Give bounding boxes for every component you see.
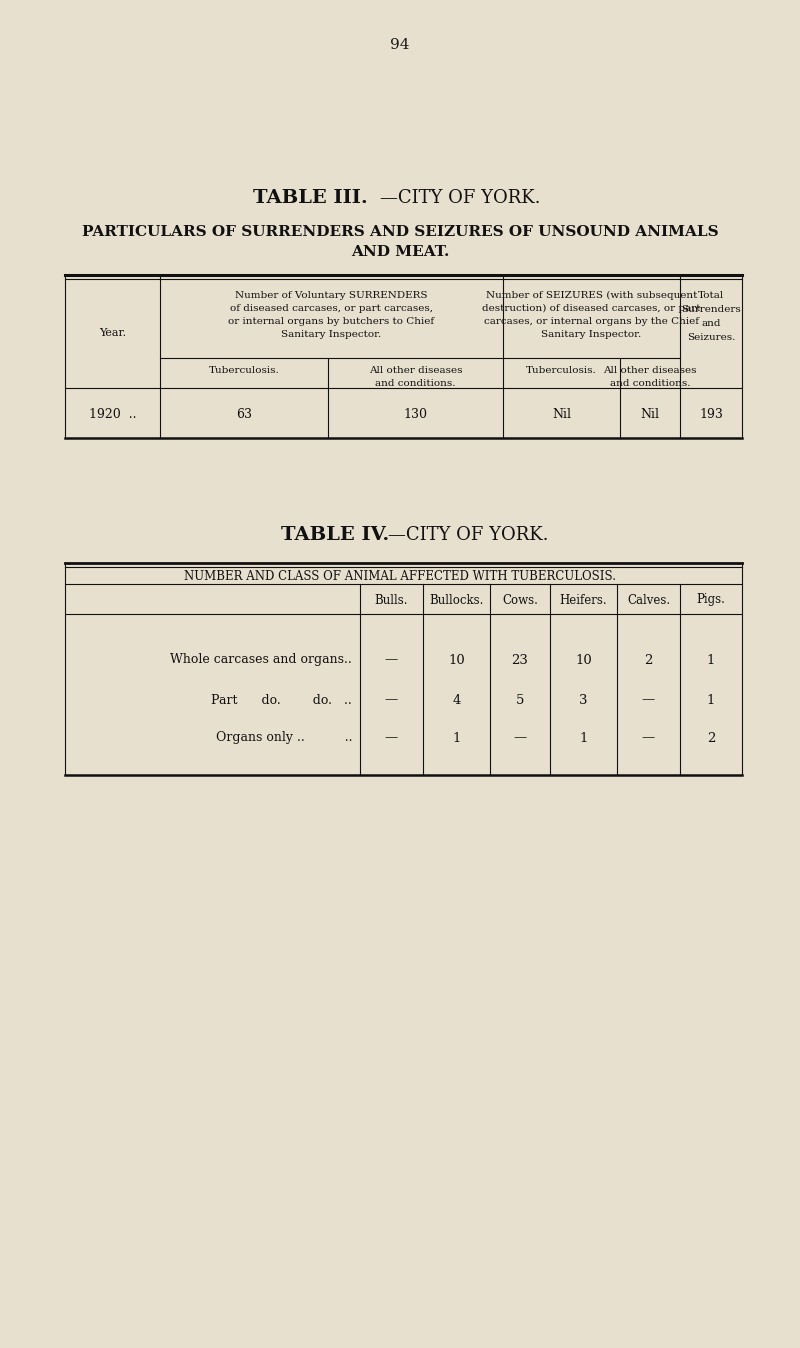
Text: or internal organs by butchers to Chief: or internal organs by butchers to Chief	[229, 317, 434, 326]
Text: 94: 94	[390, 38, 410, 53]
Text: Organs only ..          ..: Organs only .. ..	[215, 732, 352, 744]
Text: —: —	[385, 693, 398, 706]
Text: Cows.: Cows.	[502, 593, 538, 607]
Text: TABLE IV.: TABLE IV.	[281, 526, 389, 545]
Text: Number of Voluntary SURRENDERS: Number of Voluntary SURRENDERS	[235, 291, 428, 301]
Text: of diseased carcases, or part carcases,: of diseased carcases, or part carcases,	[230, 305, 433, 313]
Text: —: —	[385, 732, 398, 744]
Text: Total: Total	[698, 291, 724, 301]
Text: 130: 130	[403, 407, 427, 421]
Text: Sanitary Inspector.: Sanitary Inspector.	[542, 330, 642, 338]
Text: Nil: Nil	[641, 407, 659, 421]
Text: Bulls.: Bulls.	[374, 593, 408, 607]
Text: 10: 10	[448, 654, 465, 666]
Text: All other diseases: All other diseases	[603, 367, 697, 375]
Text: 193: 193	[699, 407, 723, 421]
Text: 2: 2	[707, 732, 715, 744]
Text: and conditions.: and conditions.	[375, 379, 456, 388]
Text: Whole carcases and organs..: Whole carcases and organs..	[170, 654, 352, 666]
Text: Bullocks.: Bullocks.	[430, 593, 484, 607]
Text: Nil: Nil	[552, 407, 571, 421]
Text: 5: 5	[516, 693, 524, 706]
Text: 63: 63	[236, 407, 252, 421]
Text: 23: 23	[511, 654, 529, 666]
Text: Tuberculosis.: Tuberculosis.	[209, 367, 279, 375]
Text: 3: 3	[579, 693, 588, 706]
Text: Sanitary Inspector.: Sanitary Inspector.	[282, 330, 382, 338]
Text: —: —	[514, 732, 526, 744]
Text: destruction) of diseased carcases, or part: destruction) of diseased carcases, or pa…	[482, 305, 701, 313]
Text: carcases, or internal organs by the Chief: carcases, or internal organs by the Chie…	[484, 317, 699, 326]
Text: 1: 1	[707, 654, 715, 666]
Text: —CITY OF YORK.: —CITY OF YORK.	[380, 189, 540, 208]
Text: PARTICULARS OF SURRENDERS AND SEIZURES OF UNSOUND ANIMALS: PARTICULARS OF SURRENDERS AND SEIZURES O…	[82, 225, 718, 239]
Text: and: and	[702, 319, 721, 328]
Text: and conditions.: and conditions.	[610, 379, 690, 388]
Text: 1: 1	[452, 732, 461, 744]
Text: TABLE III.: TABLE III.	[253, 189, 367, 208]
Text: NUMBER AND CLASS OF ANIMAL AFFECTED WITH TUBERCULOSIS.: NUMBER AND CLASS OF ANIMAL AFFECTED WITH…	[184, 570, 616, 582]
Text: 1: 1	[707, 693, 715, 706]
Text: —: —	[385, 654, 398, 666]
Text: Surrenders: Surrenders	[681, 305, 741, 314]
Text: AND MEAT.: AND MEAT.	[351, 245, 449, 259]
Text: Year.: Year.	[99, 329, 126, 338]
Text: Part      do.        do.   ..: Part do. do. ..	[211, 693, 352, 706]
Text: 4: 4	[452, 693, 461, 706]
Text: —: —	[642, 693, 655, 706]
Text: Number of SEIZURES (with subsequent: Number of SEIZURES (with subsequent	[486, 291, 697, 301]
Text: —CITY OF YORK.: —CITY OF YORK.	[388, 526, 548, 545]
Text: 1920  ..: 1920 ..	[89, 407, 136, 421]
Text: Seizures.: Seizures.	[687, 333, 735, 342]
Text: Tuberculosis.: Tuberculosis.	[526, 367, 597, 375]
Text: —: —	[642, 732, 655, 744]
Text: Pigs.: Pigs.	[697, 593, 726, 607]
Text: 10: 10	[575, 654, 592, 666]
Text: Heifers.: Heifers.	[560, 593, 607, 607]
Text: 2: 2	[644, 654, 653, 666]
Text: Calves.: Calves.	[627, 593, 670, 607]
Text: All other diseases: All other diseases	[369, 367, 462, 375]
Text: 1: 1	[579, 732, 588, 744]
